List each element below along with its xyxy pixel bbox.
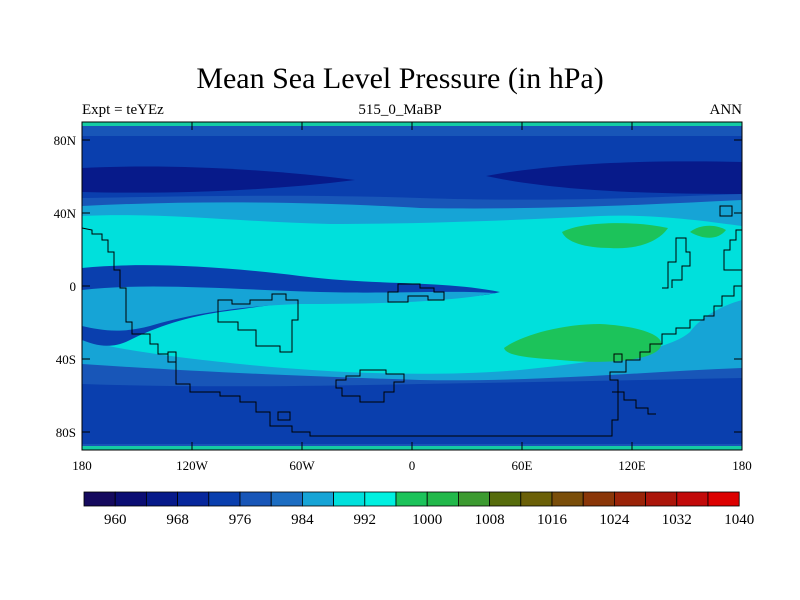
colorbar-swatch-3 [177,491,210,507]
coast-southern-mass [335,369,405,403]
lat-tick-80s: 80S [56,425,76,440]
season-label: ANN [709,102,743,118]
colorbar-swatch-12 [457,491,490,507]
coast-equatorial-islet [387,283,445,303]
colorbar-label-984: 984 [291,512,314,528]
colorbar-label-992: 992 [354,512,377,528]
lon-tick-0: 0 [409,458,416,473]
coast-southeast-tail [612,391,656,415]
colorbar-label-960: 960 [104,512,127,528]
coast-west-continent [82,227,742,437]
north-low-west [82,166,355,193]
colorbar-label-1032: 1032 [662,512,692,528]
coast-south-islet [277,411,291,421]
colorbar-label-1008: 1008 [475,512,505,528]
colorbar-swatch-8 [333,491,366,507]
run-label: 515_0_MaBP [358,102,442,118]
lat-tick-40s: 40S [56,352,76,367]
colorbar-label-1024: 1024 [599,512,630,528]
colorbar-swatch-4 [208,491,241,507]
colorbar-swatch-15 [551,491,584,507]
colorbar-swatch-7 [301,491,334,507]
colorbar-swatch-13 [489,491,522,507]
colorbar-swatch-20 [707,491,740,507]
colorbar-swatch-16 [582,491,615,507]
colorbar-swatch-0 [83,491,116,507]
experiment-label: Expt = teYEz [82,102,164,118]
high-nw-pacific [562,223,668,249]
colorbar-swatch-2 [145,491,178,507]
colorbar-swatch-9 [364,491,397,507]
colorbar-swatch-11 [426,491,459,507]
north-low-east [486,161,742,194]
colorbar-label-1040: 1040 [724,512,754,528]
lon-tick-180e: 180 [732,458,752,473]
coastlines [82,205,742,437]
contour-field [82,122,742,450]
colorbar-swatch-10 [395,491,428,507]
high-south [504,324,662,362]
coast-sw-islet [167,351,177,363]
coast-east-peninsula [662,237,691,289]
colorbar-swatch-6 [270,491,303,507]
lon-tick-60w: 60W [289,458,315,473]
south-low-band [82,378,742,444]
colorbar-swatch-19 [676,491,709,507]
colorbar-label-968: 968 [166,512,189,528]
colorbar-label-1000: 1000 [412,512,442,528]
colorbar-swatch-1 [114,491,147,507]
map-title: Mean Sea Level Pressure (in hPa) [196,62,604,95]
colorbar-swatch-5 [239,491,272,507]
equatorial-trough [82,286,495,331]
lon-tick-180w: 180 [72,458,92,473]
lat-tick-40n: 40N [54,206,77,221]
colorbar-label-1016: 1016 [537,512,568,528]
lon-tick-120w: 120W [176,458,209,473]
lat-tick-0: 0 [70,279,77,294]
latitude-axis: 80N 40N 0 40S 80S [54,133,742,440]
colorbar-swatch-17 [614,491,647,507]
equatorial-low [82,265,500,346]
coast-central-island [217,293,299,353]
lat-tick-80n: 80N [54,133,77,148]
colorbar-swatch-18 [645,491,678,507]
longitude-axis: 180 120W 60W 0 60E 120E 180 [72,122,752,473]
high-ne [690,225,726,238]
lon-tick-120e: 120E [618,458,646,473]
coast-se-islet [613,353,623,363]
colorbar-label-976: 976 [229,512,252,528]
lon-tick-60e: 60E [512,458,533,473]
coast-ne-islet [719,205,733,217]
colorbar-swatch-14 [520,491,553,507]
coast-east-edge [723,229,742,271]
colorbar: 960 968 976 984 992 1000 1008 1016 1024 1032 1040 [83,491,754,528]
